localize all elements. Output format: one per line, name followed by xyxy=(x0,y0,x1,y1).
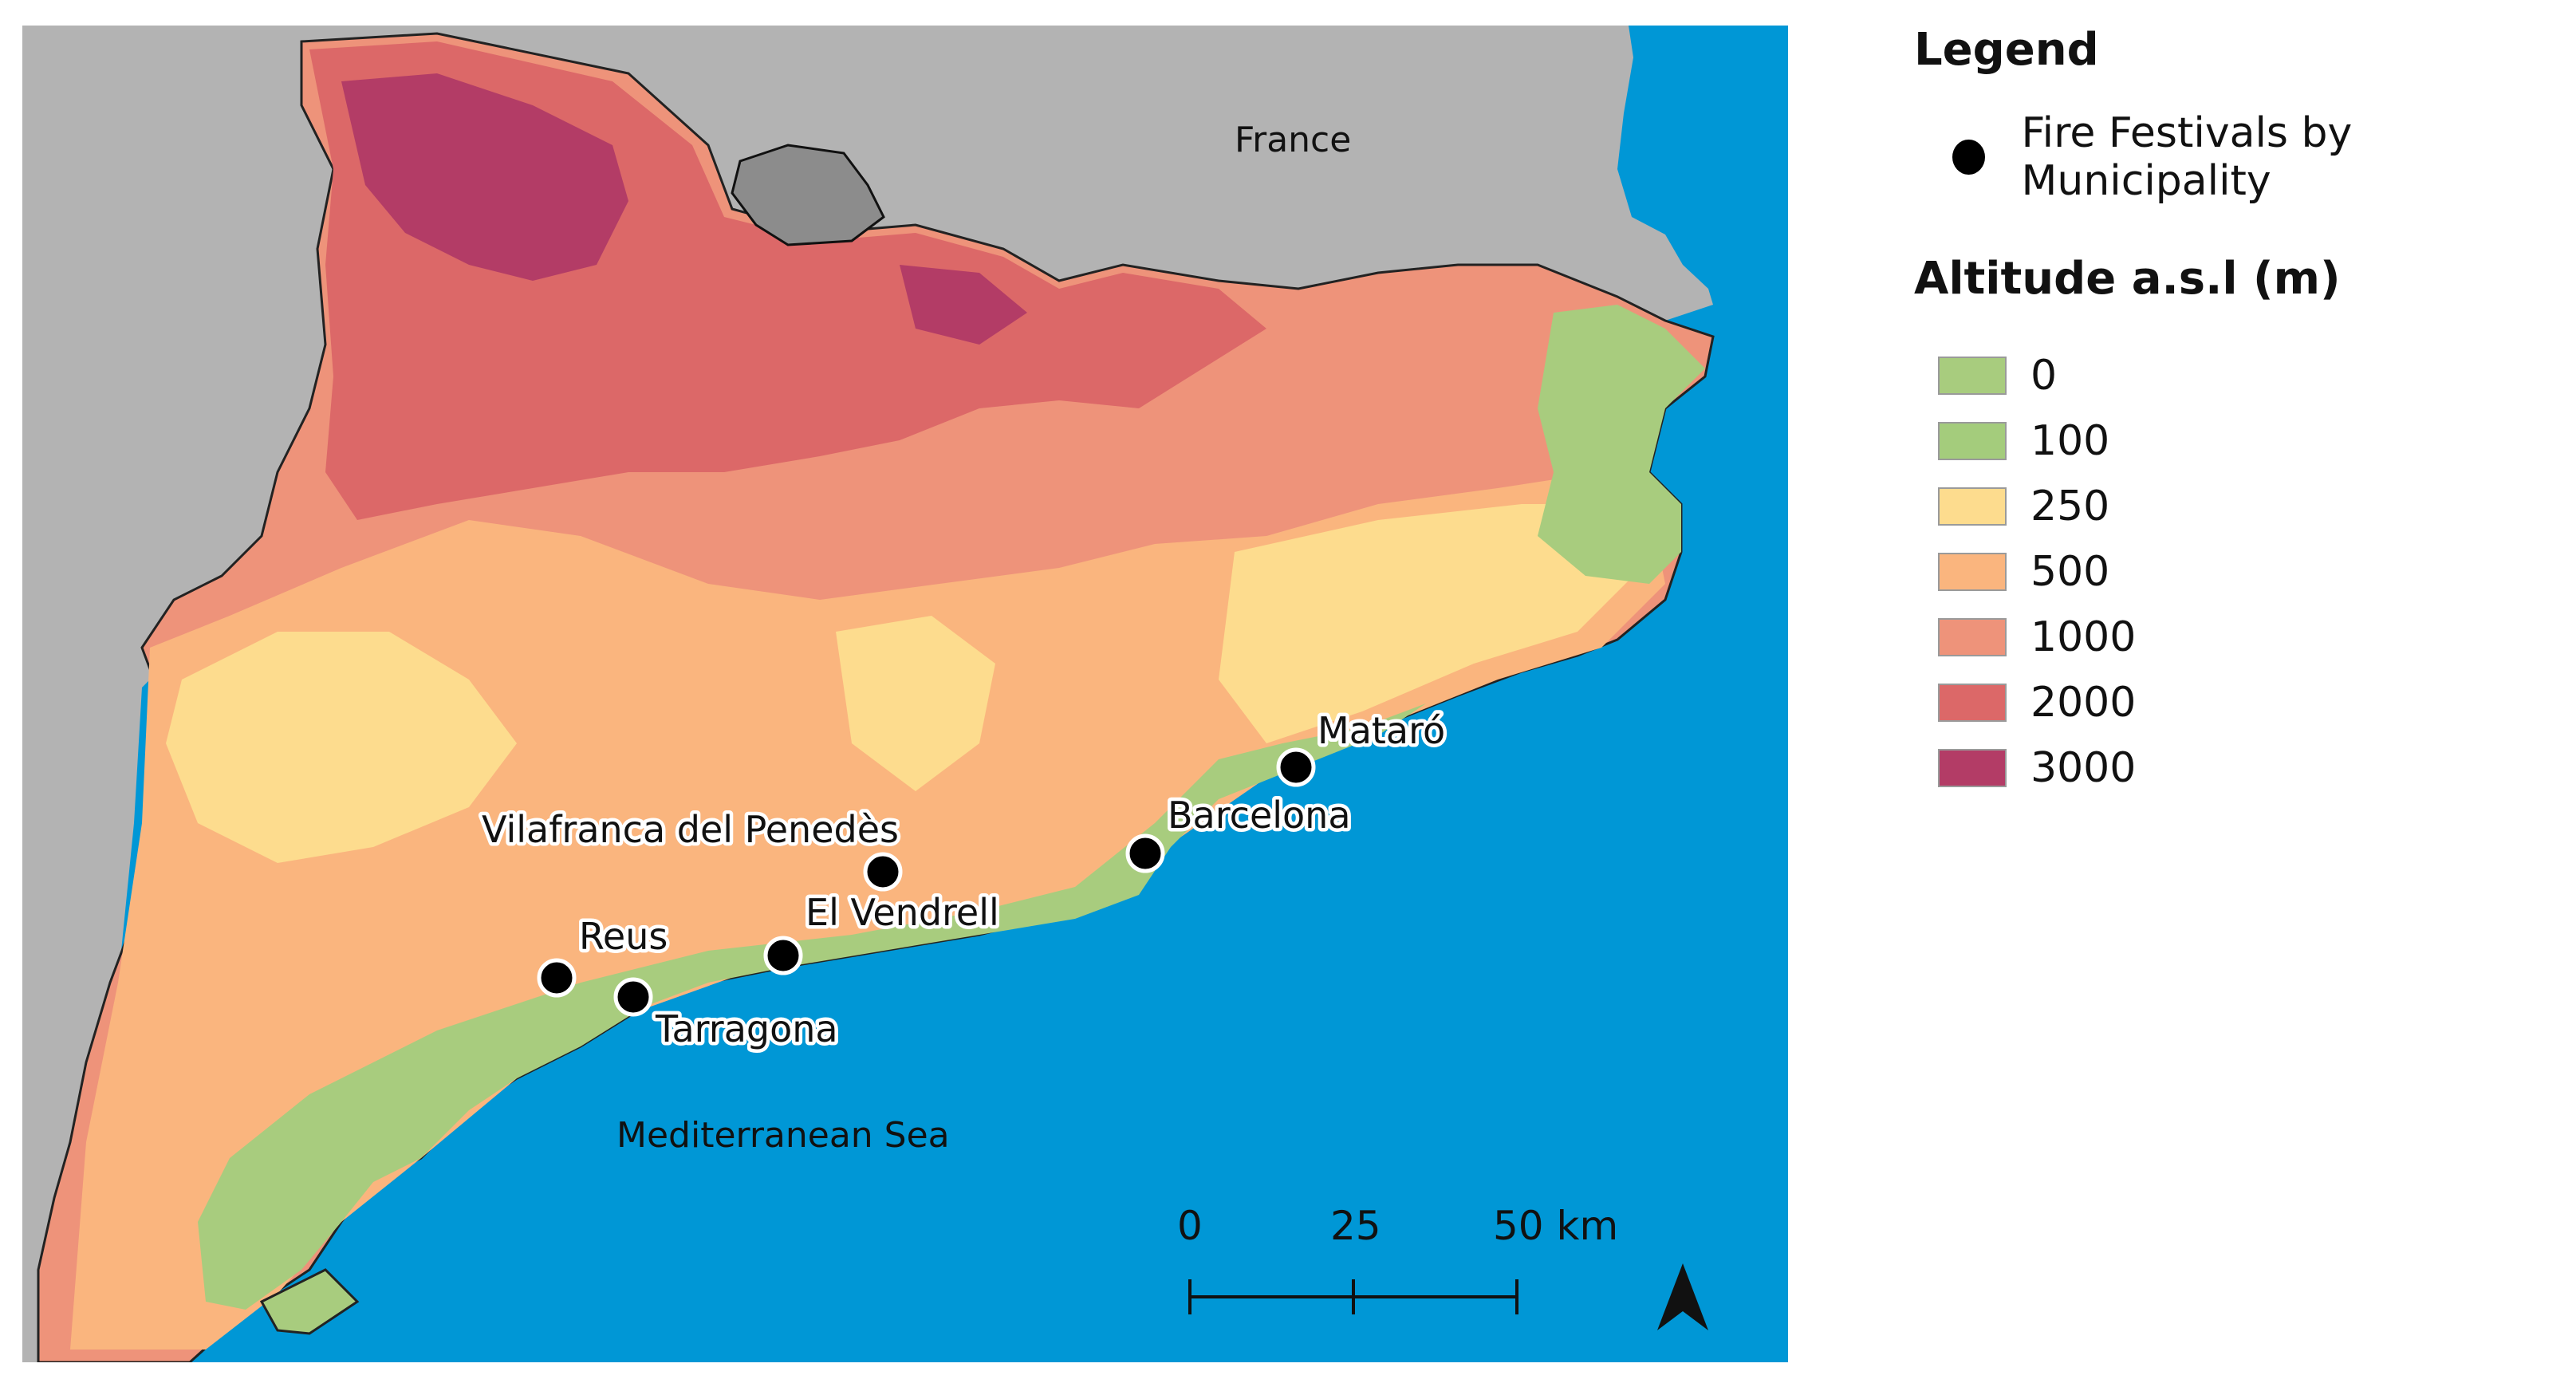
legend-title: Legend xyxy=(1914,24,2099,76)
city-marker-reus[interactable]: Reus xyxy=(537,912,672,998)
altitude-class-row: 500 xyxy=(1914,539,2568,605)
legend-point-label: Fire Festivals by Municipality xyxy=(2021,109,2353,205)
city-label: Vilafranca del Penedès xyxy=(482,808,899,851)
city-marker-barcelona[interactable]: Barcelona xyxy=(1125,790,1354,873)
ebro-delta xyxy=(259,1268,360,1335)
altitude-swatch xyxy=(1938,357,2007,395)
altitude-class-row: 100 xyxy=(1914,408,2568,474)
city-marker-tarragona[interactable]: Tarragona xyxy=(613,977,841,1054)
altitude-class-label: 0 xyxy=(2030,352,2058,400)
altitude-class-row: 0 xyxy=(1914,343,2568,408)
altitude-swatch xyxy=(1938,553,2007,591)
altitude-swatch xyxy=(1938,749,2007,787)
altitude-title: Altitude a.s.l (m) xyxy=(1914,253,2341,305)
altitude-class-label: 500 xyxy=(2030,548,2110,596)
altitude-swatch xyxy=(1938,684,2007,722)
black-dot-icon xyxy=(1952,140,1985,175)
scale-tick-label: 25 xyxy=(1330,1203,1381,1249)
city-marker-el-vendrell[interactable]: El Vendrell xyxy=(763,888,1002,975)
city-label: Reus xyxy=(579,915,668,958)
scale-tick-label: 0 xyxy=(1177,1203,1203,1249)
altitude-0-zone xyxy=(198,305,1705,1310)
altitude-class-row: 2000 xyxy=(1914,670,2568,735)
altitude-class-label: 100 xyxy=(2030,417,2110,465)
city-label: Tarragona xyxy=(655,1007,838,1050)
map-canvas[interactable]: France Mediterranean Sea Mataró Barcelon… xyxy=(22,26,1788,1362)
altitude-swatch xyxy=(1938,618,2007,656)
north-arrow-icon xyxy=(1657,1263,1708,1330)
altitude-class-row: 3000 xyxy=(1914,735,2568,801)
andorra-area xyxy=(731,144,885,246)
altitude-swatch xyxy=(1938,422,2007,460)
altitude-250-zone xyxy=(166,504,1641,863)
city-marker-mataro[interactable]: Mataró xyxy=(1276,706,1449,787)
scale-bar: 0 25 50 km xyxy=(1177,1203,1618,1314)
scale-tick-label: 50 km xyxy=(1493,1203,1618,1249)
altitude-legend-list: 0 100 250 500 1000 2000 3000 xyxy=(1914,343,2568,801)
altitude-3000-zone xyxy=(341,73,1027,345)
altitude-class-label: 2000 xyxy=(2030,679,2137,727)
altitude-class-row: 1000 xyxy=(1914,605,2568,670)
altitude-swatch xyxy=(1938,487,2007,526)
city-label: Barcelona xyxy=(1168,794,1351,837)
city-label: Mataró xyxy=(1318,709,1445,752)
altitude-class-label: 1000 xyxy=(2030,613,2137,661)
city-label: El Vendrell xyxy=(805,891,999,934)
sea-label: Mediterranean Sea xyxy=(616,1115,950,1156)
country-label-france: France xyxy=(1235,120,1351,160)
city-marker-vilafranca[interactable]: Vilafranca del Penedès xyxy=(479,805,903,892)
legend-panel: Legend Fire Festivals by Municipality Al… xyxy=(1914,24,2568,801)
legend-point-entry: Fire Festivals by Municipality xyxy=(1914,109,2568,205)
altitude-class-label: 3000 xyxy=(2030,744,2137,792)
map-frame: France Mediterranean Sea Mataró Barcelon… xyxy=(22,26,1788,1362)
altitude-class-label: 250 xyxy=(2030,483,2110,530)
altitude-class-row: 250 xyxy=(1914,474,2568,539)
